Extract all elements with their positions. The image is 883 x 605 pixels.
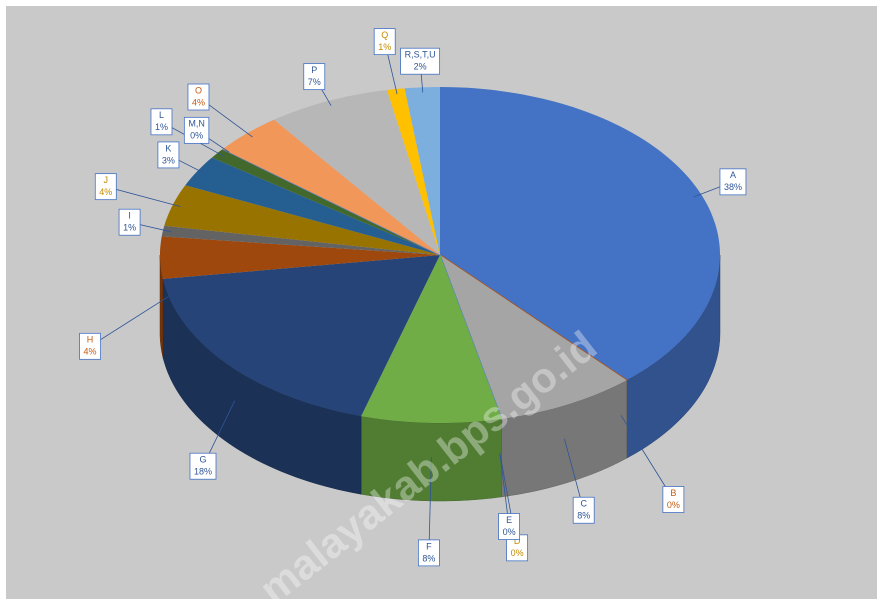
slice xyxy=(185,157,440,255)
data-label: M,N 0% xyxy=(183,116,210,144)
label-category: A xyxy=(730,170,736,180)
data-label: L 1% xyxy=(150,108,173,136)
slice xyxy=(404,87,440,255)
label-value: 4% xyxy=(84,347,97,357)
data-label: C 8% xyxy=(572,496,595,524)
slice xyxy=(274,90,440,255)
data-label: F 8% xyxy=(417,539,440,567)
label-box xyxy=(94,173,117,201)
label-box xyxy=(303,63,326,91)
data-label: D 0% xyxy=(506,534,529,562)
label-value: 7% xyxy=(308,77,321,87)
data-label: H 4% xyxy=(79,332,101,360)
label-value: 4% xyxy=(99,187,112,197)
label-box xyxy=(719,168,747,196)
slice xyxy=(160,236,440,279)
label-box xyxy=(373,28,396,56)
label-value: 3% xyxy=(162,155,175,165)
label-box xyxy=(79,332,101,360)
data-labels: A38%B0%C8%D0%E0%F8%G18%H4%I1%J4%K3%L1% M,… xyxy=(79,28,747,567)
label-box xyxy=(157,141,180,169)
data-label: R,S,T,U 2% xyxy=(400,47,441,75)
pie-sides xyxy=(159,254,721,502)
label-category: I xyxy=(128,211,131,221)
label-value: 0% xyxy=(503,527,516,537)
slice-side xyxy=(159,255,164,357)
label-box xyxy=(400,47,441,75)
label-value: 0% xyxy=(190,131,203,141)
label-category: G xyxy=(199,455,206,465)
label-value: 2% xyxy=(414,62,427,72)
label-box xyxy=(150,108,173,136)
data-label: K 3% xyxy=(157,141,180,169)
label-box xyxy=(662,486,685,513)
label-value: 38% xyxy=(724,182,742,192)
label-value: 1% xyxy=(123,223,136,233)
data-label: O 4% xyxy=(187,83,210,111)
label-category: E xyxy=(506,515,512,525)
slice xyxy=(387,88,440,256)
label-value: 18% xyxy=(194,467,212,477)
data-label: A 38% xyxy=(719,168,747,196)
label-box xyxy=(189,452,217,480)
label-category: H xyxy=(87,335,94,345)
label-box xyxy=(417,539,440,567)
label-value: 8% xyxy=(577,511,590,521)
label-category: C xyxy=(580,499,587,509)
slice xyxy=(222,119,440,255)
leader-line xyxy=(89,296,169,347)
leader-line xyxy=(620,415,674,500)
data-label: G 18% xyxy=(189,452,217,480)
label-category: D xyxy=(514,536,521,546)
label-value: 1% xyxy=(378,42,391,52)
label-value: 1% xyxy=(155,122,168,132)
label-box xyxy=(118,208,141,236)
slice xyxy=(162,255,441,417)
data-label: E 0% xyxy=(498,513,520,540)
label-box xyxy=(572,496,595,524)
label-category: L xyxy=(159,110,164,120)
slice xyxy=(161,225,440,255)
leader-line xyxy=(105,186,181,208)
slice xyxy=(361,255,502,423)
label-box xyxy=(498,513,520,540)
slice xyxy=(440,87,720,381)
pie-tops xyxy=(160,87,720,423)
label-value: 0% xyxy=(511,548,524,558)
data-label: I 1% xyxy=(118,208,141,236)
leader-line xyxy=(428,456,432,553)
label-value: 4% xyxy=(192,97,205,107)
label-category: Q xyxy=(381,30,388,40)
label-value: 0% xyxy=(667,500,680,510)
label-value: 8% xyxy=(422,553,435,563)
label-category: R,S,T,U xyxy=(405,50,436,60)
slice xyxy=(211,149,440,255)
data-label: Q 1% xyxy=(373,28,396,56)
label-box xyxy=(187,83,210,111)
label-category: P xyxy=(311,65,317,75)
label-category: O xyxy=(195,85,202,95)
data-label: J 4% xyxy=(94,173,117,201)
label-category: J xyxy=(104,175,109,185)
data-label: B 0% xyxy=(662,486,685,513)
label-box xyxy=(183,116,210,144)
label-category: B xyxy=(670,488,676,498)
label-category: M,N xyxy=(188,119,205,129)
label-category: F xyxy=(426,541,432,551)
data-label: P 7% xyxy=(303,63,326,91)
label-category: K xyxy=(165,143,171,153)
slice xyxy=(164,185,441,255)
